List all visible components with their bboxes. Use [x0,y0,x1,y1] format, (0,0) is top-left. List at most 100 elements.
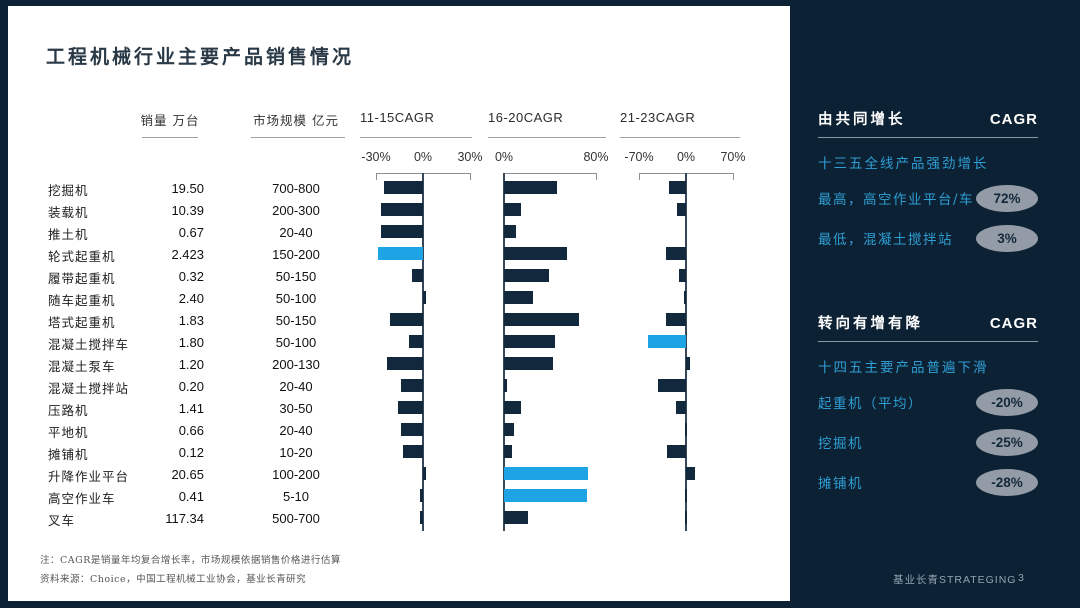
cagr-bar [423,467,427,480]
cagr-bar [667,445,686,458]
cagr-bar [412,269,423,282]
row-label: 升降作业平台 [48,469,130,484]
cagr-bar [669,181,686,194]
cagr-bar [504,489,587,502]
value-badge: 3% [976,224,1038,252]
cagr-bar [504,467,588,480]
insight-item: 最低，混凝土搅拌站 3% [818,224,1038,252]
cagr-bar [675,401,686,414]
axis-tick-label: -70% [624,150,654,164]
insight-item: 摊铺机 -28% [818,468,1038,496]
row-label: 混凝土搅拌站 [48,381,130,396]
cagr-bar [377,247,423,260]
cagr-bar [665,313,686,326]
section-heading: 转向有增有降 CAGR [818,312,1038,333]
cagr-bar [679,269,686,282]
cagr-bar [504,203,522,216]
cagr-bar [684,489,687,502]
cagr-bar [504,445,513,458]
cagr-bar [380,225,423,238]
row-label: 混凝土泵车 [48,359,116,374]
row-label: 塔式起重机 [48,315,116,330]
axis-tick-label: 0% [676,150,696,164]
insight-label: 起重机（平均） [818,396,923,412]
scale-value: 30-50 [279,401,313,416]
volume-value: 0.32 [178,269,204,284]
scale-value: 200-130 [272,357,320,372]
axis-tick-mark [596,173,597,180]
axis-tick-mark [470,173,471,180]
value-badge: 72% [976,184,1038,212]
row-label: 随车起重机 [48,293,116,308]
cagr-bar [504,313,579,326]
section-heading-cagr: CAGR [989,111,1038,128]
cagr-bar [647,335,686,348]
scale-value: 150-200 [272,247,320,262]
cagr-bar [390,313,423,326]
scale-value: 100-200 [272,467,320,482]
chart-title: 11-15CAGR [360,110,435,125]
cagr-bar [423,291,427,304]
axis-tick-label: 80% [583,150,609,164]
row-label: 挖掘机 [48,183,89,198]
cagr-bar [665,247,686,260]
value-badge: -25% [976,428,1038,456]
cagr-bar [684,423,687,436]
volume-value: 2.423 [171,247,204,262]
axis-zero-line [422,173,424,531]
volume-value: 0.12 [178,445,204,460]
volume-value: 19.50 [171,181,204,196]
row-label: 摊铺机 [48,447,89,462]
axis-zero-line [503,173,505,531]
row-label: 压路机 [48,403,89,418]
cagr-bar [504,291,533,304]
insight-item: 最高，高空作业平台/车 72% [818,184,1038,212]
section-lead: 十四五主要产品普遍下滑 [818,360,989,376]
cagr-bar [504,181,557,194]
cagr-bar [504,401,522,414]
cagr-bar [684,511,687,524]
volume-value: 1.41 [178,401,204,416]
volume-value: 0.66 [178,423,204,438]
volume-value: 10.39 [171,203,204,218]
scale-value: 10-20 [279,445,313,460]
column-header-scale-underline [251,137,345,138]
volume-value: 1.20 [178,357,204,372]
cagr-bar [504,357,554,370]
section-heading-text: 转向有增有降 [818,315,923,332]
row-label: 混凝土搅拌车 [48,337,130,352]
scale-value: 5-10 [282,489,310,504]
row-label: 叉车 [48,513,76,528]
cagr-bar [504,269,549,282]
row-label: 平地机 [48,425,89,440]
cagr-bar [504,379,508,392]
scale-value: 20-40 [279,379,313,394]
insight-section-growth: 由共同增长 CAGR 十三五全线产品强劲增长 最高，高空作业平台/车 72% 最… [818,108,1038,252]
insight-item: 起重机（平均） -20% [818,388,1038,416]
cagr-bar [401,423,423,436]
page-number: 3 [1018,572,1025,584]
volume-value: 0.67 [178,225,204,240]
cagr-bar [419,489,423,502]
brand-logo-text: 基业长青STRATEGING [893,574,1017,586]
column-header-scale: 市场规模 亿元 [253,113,339,128]
cagr-bar [676,203,686,216]
row-label: 履带起重机 [48,271,116,286]
insight-label: 挖掘机 [818,436,863,452]
footnote-source: 资料来源：Choice，中国工程机械工业协会，基业长青研究 [40,574,307,585]
cagr-bar [386,357,423,370]
scale-value: 700-800 [272,181,320,196]
section-lead: 十三五全线产品强劲增长 [818,156,989,172]
insight-label: 摊铺机 [818,476,863,492]
column-header-volume: 销量 万台 [140,113,200,128]
section-divider [818,137,1038,138]
page-title: 工程机械行业主要产品销售情况 [46,46,355,68]
volume-value: 1.83 [178,313,204,328]
cagr-bar [686,467,696,480]
volume-value: 117.34 [165,511,204,526]
volume-value: 20.65 [171,467,204,482]
cagr-bar [683,291,686,304]
axis-ruler [504,173,596,174]
row-label: 高空作业车 [48,491,116,506]
